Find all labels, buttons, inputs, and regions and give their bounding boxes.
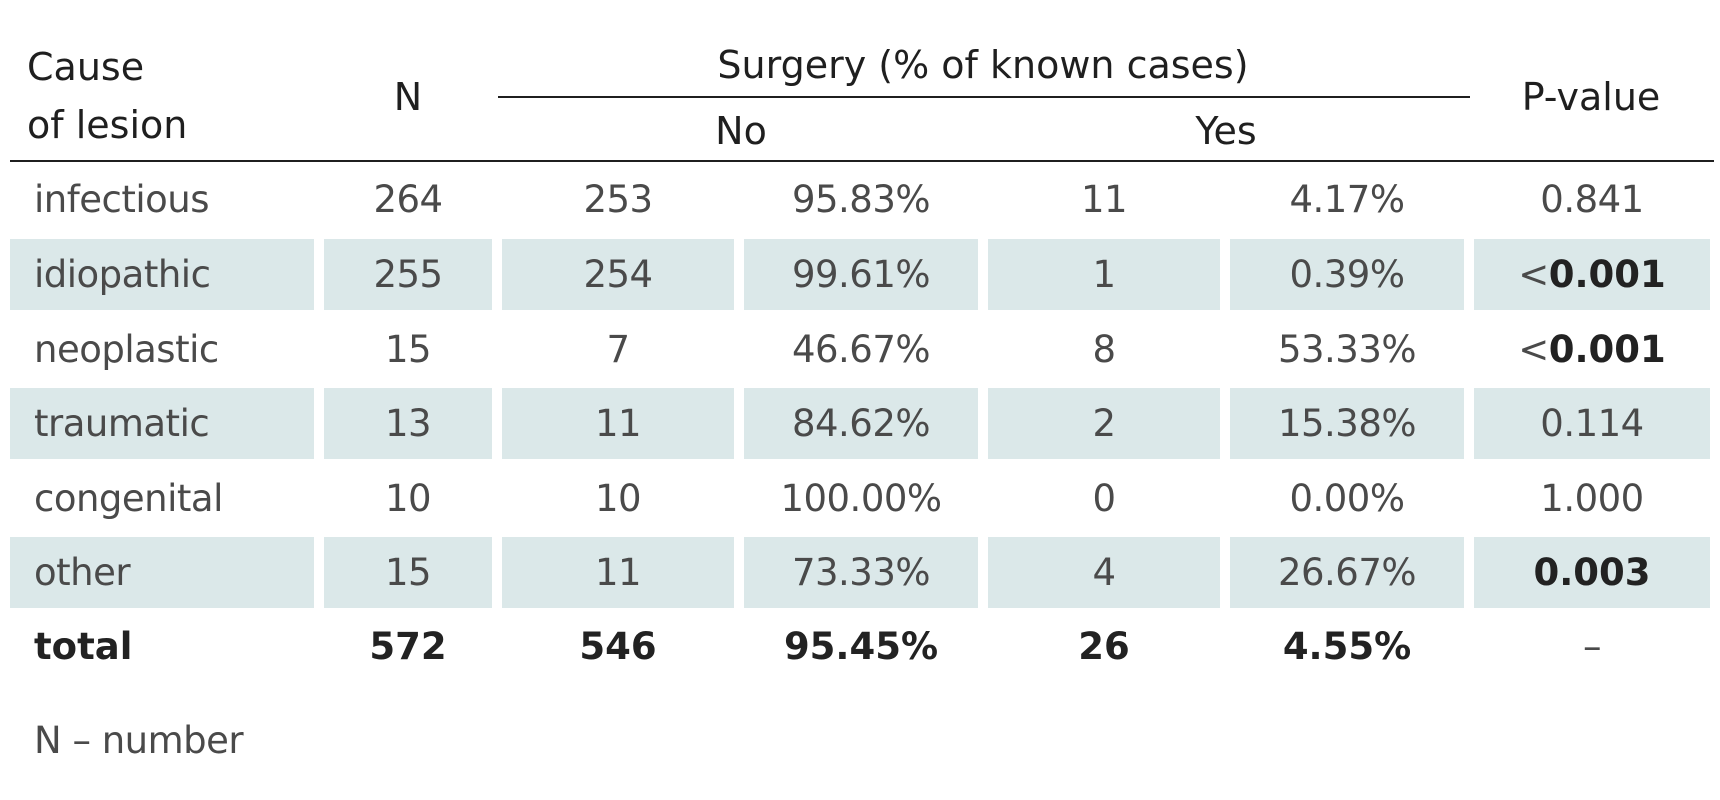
p-value-cell: 1.000 (1474, 463, 1710, 534)
yes-percent-cell: 0.00% (1289, 477, 1405, 520)
cause-cell: other (10, 537, 314, 608)
no-percent-cell: 46.67% (791, 328, 931, 371)
n-cell: 572 (369, 625, 447, 668)
table-row: infectious 264 253 95.83% 11 4.17% 0.841 (0, 164, 1720, 235)
p-value: 0.001 (1548, 253, 1666, 296)
cause-cell: idiopathic (10, 239, 314, 310)
header-yes: Yes (1195, 109, 1257, 153)
yes-count-cell: 1 (988, 239, 1220, 310)
p-value: 0.841 (1540, 178, 1644, 221)
cause-cell: neoplastic (34, 328, 219, 371)
no-percent-cell: 95.83% (791, 178, 931, 221)
p-value-cell: < 0.001 (1474, 314, 1710, 385)
no-count-cell: 253 (583, 178, 653, 221)
p-value-prefix: < (1518, 253, 1549, 296)
table-row: other 15 11 73.33% 4 26.67% 0.003 (0, 537, 1720, 608)
header-no: No (715, 109, 767, 153)
yes-count-cell: 4 (988, 537, 1220, 608)
n-cell: 15 (384, 328, 432, 371)
no-percent-cell: 100.00% (780, 477, 942, 520)
yes-percent-cell: 4.17% (1289, 178, 1405, 221)
p-value: 0.001 (1548, 328, 1666, 371)
yes-percent-cell: 26.67% (1230, 537, 1464, 608)
p-value: 0.003 (1533, 551, 1651, 594)
no-count-cell: 7 (606, 328, 630, 371)
yes-count-cell: 8 (1092, 328, 1116, 371)
n-cell: 13 (324, 388, 492, 459)
header-group-rule (498, 96, 1470, 98)
header-surgery-group: Surgery (% of known cases) (717, 43, 1249, 87)
header-cause-line2: of lesion (27, 103, 188, 147)
p-value-cell: 0.114 (1474, 388, 1710, 459)
yes-percent-cell: 4.55% (1282, 625, 1412, 668)
table-row: neoplastic 15 7 46.67% 8 53.33% < 0.001 (0, 314, 1720, 385)
yes-count-cell: 11 (1080, 178, 1128, 221)
p-value-cell: 0.841 (1474, 164, 1710, 235)
p-value-cell: – (1474, 611, 1710, 682)
table-row-total: total 572 546 95.45% 26 4.55% – (0, 611, 1720, 682)
no-percent-cell: 95.45% (783, 625, 939, 668)
header-p-value: P-value (1521, 75, 1661, 119)
cause-cell: traumatic (10, 388, 314, 459)
no-percent-cell: 84.62% (744, 388, 978, 459)
n-cell: 10 (384, 477, 432, 520)
yes-count-cell: 0 (1092, 477, 1116, 520)
p-value: 0.114 (1540, 402, 1644, 445)
header-cause-line1: Cause (27, 45, 145, 89)
header-bottom-rule (10, 160, 1714, 162)
n-cell: 255 (324, 239, 492, 310)
no-count-cell: 11 (502, 537, 734, 608)
no-percent-cell: 73.33% (744, 537, 978, 608)
n-cell: 264 (373, 178, 443, 221)
p-value-cell: 0.003 (1474, 537, 1710, 608)
no-count-cell: 254 (502, 239, 734, 310)
yes-percent-cell: 0.39% (1230, 239, 1464, 310)
table-footnote: N – number (34, 719, 244, 762)
yes-percent-cell: 53.33% (1277, 328, 1417, 371)
p-value-prefix: < (1518, 328, 1549, 371)
no-count-cell: 10 (594, 477, 642, 520)
p-value: – (1583, 625, 1602, 668)
table-row: idiopathic 255 254 99.61% 1 0.39% < 0.00… (0, 239, 1720, 310)
table-row: congenital 10 10 100.00% 0 0.00% 1.000 (0, 463, 1720, 534)
p-value: 1.000 (1540, 477, 1644, 520)
p-value-cell: < 0.001 (1474, 239, 1710, 310)
yes-percent-cell: 15.38% (1230, 388, 1464, 459)
header-n: N (393, 75, 423, 119)
no-count-cell: 11 (502, 388, 734, 459)
n-cell: 15 (324, 537, 492, 608)
cause-cell: total (34, 625, 133, 668)
yes-count-cell: 2 (988, 388, 1220, 459)
yes-count-cell: 26 (1078, 625, 1130, 668)
no-count-cell: 546 (579, 625, 657, 668)
no-percent-cell: 99.61% (744, 239, 978, 310)
table-row: traumatic 13 11 84.62% 2 15.38% 0.114 (0, 388, 1720, 459)
cause-cell: infectious (34, 178, 210, 221)
cause-cell: congenital (34, 477, 223, 520)
